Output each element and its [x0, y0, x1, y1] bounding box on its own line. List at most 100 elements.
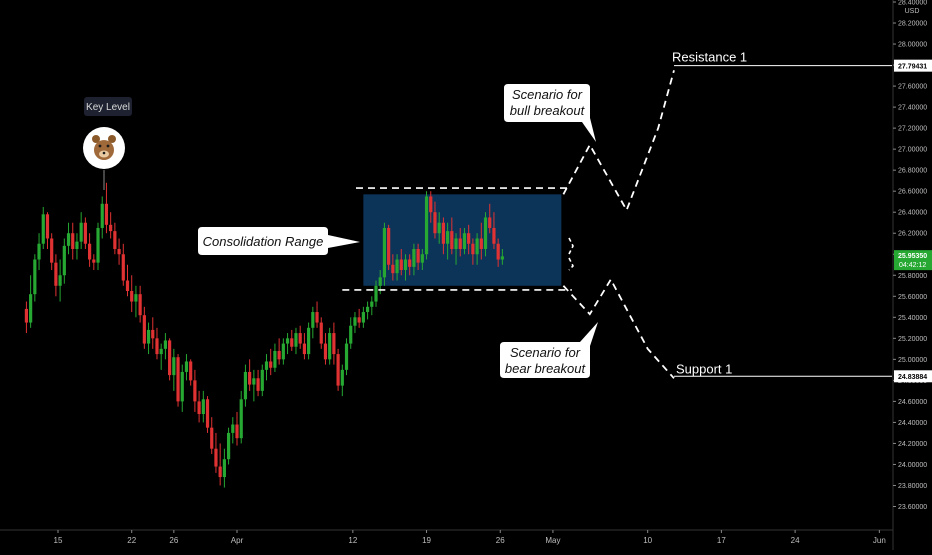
candle: [33, 259, 37, 295]
candle: [239, 399, 243, 439]
price-tick-label: 25.20000: [898, 336, 927, 343]
candle: [252, 378, 256, 385]
candle: [96, 227, 100, 263]
candle: [37, 243, 41, 260]
current-price-tag[interactable]: [894, 250, 932, 271]
candle: [290, 338, 294, 347]
price-tick-label: 27.60000: [898, 84, 927, 91]
candle: [146, 329, 151, 344]
price-axis[interactable]: USD28.4000028.2000028.0000027.8000027.60…: [892, 0, 932, 550]
candle: [260, 369, 264, 391]
price-tick-label: 25.80000: [898, 273, 927, 280]
candle: [125, 280, 130, 292]
candle: [458, 238, 462, 249]
support-label: Support 1: [676, 361, 732, 376]
bull-scenario-path[interactable]: [562, 70, 675, 213]
bear-scenario-path[interactable]: [562, 277, 675, 379]
candle: [395, 259, 399, 274]
candle: [100, 203, 104, 228]
candle: [294, 333, 298, 347]
candle: [467, 233, 471, 244]
consolidation-range-layer: [342, 187, 572, 291]
candle: [281, 343, 285, 360]
time-tick-label: Apr: [231, 536, 244, 545]
bull-callout-line2: bull breakout: [510, 103, 586, 118]
candle: [243, 371, 248, 400]
candle: [193, 380, 197, 402]
price-tick-label: 26.40000: [898, 210, 927, 217]
time-axis[interactable]: 15 22 26 Apr 12 19 26 May 10 17 24 Jun: [0, 529, 893, 545]
price-tick-label: 23.80000: [898, 483, 927, 490]
bear-icon-nose: [102, 151, 106, 155]
candle: [83, 222, 87, 244]
consolidation-callout[interactable]: Consolidation Range: [198, 227, 360, 255]
current-price-value: 25.95350: [898, 253, 927, 260]
time-tick-label: 15: [54, 536, 63, 545]
price-tick-label: 23.60000: [898, 504, 927, 511]
bear-icon-eye-left: [98, 144, 102, 148]
candle: [41, 214, 45, 244]
bear-callout-bubble: [500, 322, 598, 378]
candle: [58, 275, 62, 286]
candle: [433, 212, 437, 234]
time-tick-label: 24: [791, 536, 800, 545]
candle: [264, 361, 269, 370]
candle: [323, 343, 328, 360]
candle: [336, 354, 340, 386]
candle: [248, 371, 252, 385]
price-tick-label: 24.40000: [898, 420, 927, 427]
candle: [277, 350, 281, 360]
candle: [180, 371, 184, 402]
candle: [134, 294, 138, 302]
candle: [475, 238, 479, 255]
candle: [500, 256, 504, 260]
price-tick-label: 27.20000: [898, 126, 927, 133]
candle: [210, 427, 214, 449]
candle: [273, 350, 277, 368]
candle: [365, 306, 370, 313]
candle: [454, 238, 458, 249]
candle: [378, 277, 382, 286]
time-tick-label: May: [545, 536, 560, 545]
time-tick-label: 10: [643, 536, 652, 545]
price-tick-label: 28.40000: [898, 0, 927, 7]
candle: [462, 233, 467, 249]
candle: [235, 424, 239, 439]
currency-label: USD: [905, 8, 920, 15]
candle: [92, 259, 96, 263]
key-level-marker[interactable]: Key Level: [83, 97, 132, 190]
bear-callout-line1: Scenario for: [510, 345, 581, 360]
time-tick-label: 17: [717, 536, 726, 545]
candle: [387, 227, 391, 265]
bear-callout-line2: bear breakout: [505, 361, 587, 376]
candle: [214, 448, 218, 467]
candles-layer: [24, 182, 562, 488]
time-tick-label: 19: [422, 536, 431, 545]
price-tick-label: 27.00000: [898, 147, 927, 154]
bull-callout-line1: Scenario for: [512, 87, 583, 102]
candle: [151, 329, 155, 339]
bear-icon-ear-left: [92, 135, 100, 143]
scenario-paths-layer: Resistance 1 Support 1: [562, 50, 892, 379]
price-axis-background: [893, 0, 932, 550]
candle: [62, 245, 66, 276]
candle: [205, 399, 210, 428]
candle: [54, 262, 58, 286]
candle: [79, 222, 83, 242]
candle: [298, 333, 302, 344]
candle: [412, 248, 416, 267]
candle: [446, 231, 450, 244]
candle: [231, 424, 235, 433]
candle: [285, 338, 290, 344]
support-price-value: 24.83884: [898, 374, 927, 381]
bear-icon-ear-right: [108, 135, 116, 143]
candle: [349, 325, 353, 344]
bull-callout-bubble: [504, 84, 596, 142]
candle: [172, 357, 176, 376]
price-tick-label: 27.40000: [898, 105, 927, 112]
consolidation-callout-bubble: [198, 227, 360, 255]
